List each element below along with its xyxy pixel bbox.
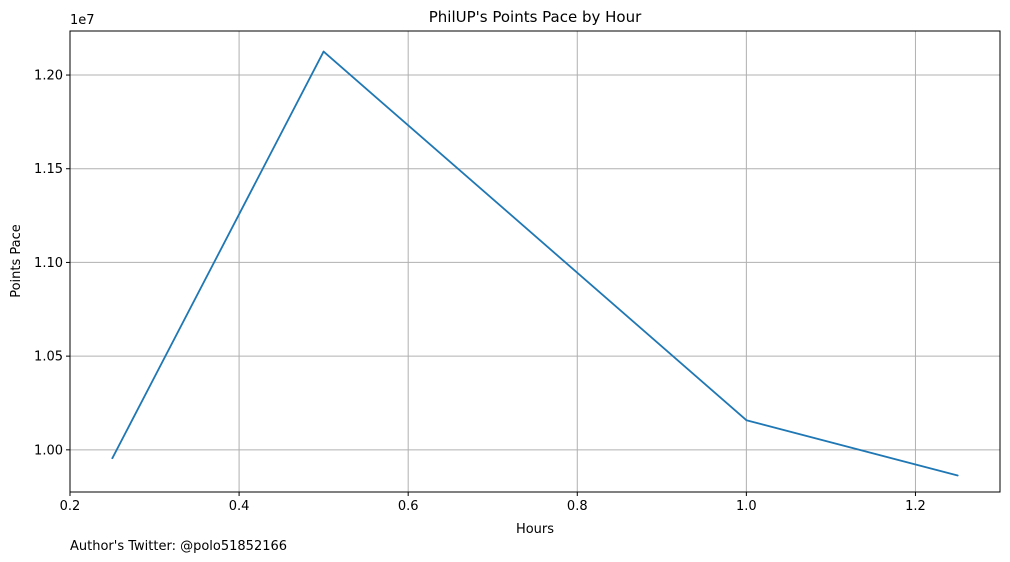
ticks: 0.2 0.4 0.6 0.8 1.0 1.2 1.00 1.05 1.10 1.15 1.20 <box>34 69 926 514</box>
y-tick-label: 1.15 <box>34 162 63 177</box>
data-point <box>111 457 114 460</box>
x-tick-label: 0.8 <box>567 499 588 514</box>
chart-title: PhilUP's Points Pace by Hour <box>429 8 642 26</box>
author-footnote: Author's Twitter: @polo51852166 <box>70 539 287 554</box>
y-tick-label: 1.00 <box>34 443 63 458</box>
x-tick-label: 0.4 <box>229 499 250 514</box>
y-tick-label: 1.20 <box>34 69 63 84</box>
x-tick-label: 0.6 <box>398 499 419 514</box>
data-point <box>322 50 325 53</box>
data-point <box>745 419 748 422</box>
series-line <box>111 50 958 477</box>
y-tick-label: 1.05 <box>34 350 63 365</box>
x-tick-label: 1.2 <box>905 499 926 514</box>
y-axis-label: Points Pace <box>9 224 24 298</box>
x-tick-label: 1.0 <box>736 499 757 514</box>
x-tick-label: 0.2 <box>60 499 81 514</box>
plot-frame <box>69 30 1001 493</box>
y-tick-label: 1.10 <box>34 256 63 271</box>
series-layer <box>111 50 959 477</box>
y-offset-label: 1e7 <box>70 13 95 28</box>
grid <box>69 31 1000 492</box>
data-point <box>956 474 959 477</box>
x-axis-label: Hours <box>516 522 554 537</box>
